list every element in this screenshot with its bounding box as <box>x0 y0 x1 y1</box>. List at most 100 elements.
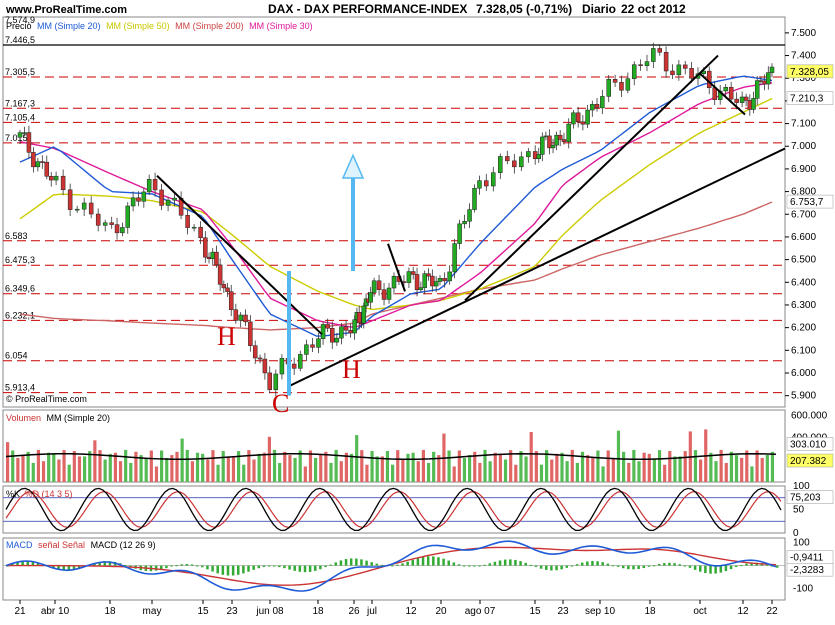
x-tick-label: 26 <box>348 606 360 617</box>
macd-histogram-bar <box>211 565 214 572</box>
volume-bar <box>52 453 56 482</box>
macd-histogram-bar <box>509 559 512 566</box>
x-tick-label: jun 08 <box>255 606 284 617</box>
volume-bar <box>303 466 307 482</box>
candle-body <box>550 144 556 149</box>
macd-histogram-bar <box>421 556 425 566</box>
macd-histogram-bar <box>596 561 599 566</box>
volume-bar <box>447 450 451 482</box>
volume-bar <box>555 453 559 482</box>
macd-histogram-bar <box>539 565 543 569</box>
candle-body <box>356 312 362 324</box>
macd-histogram-bar <box>257 565 261 569</box>
candle-body <box>225 287 230 292</box>
volume-bar <box>144 457 148 482</box>
volume-bar <box>560 452 564 482</box>
x-tick-label: 21 <box>14 606 26 617</box>
stoch-badge: 75,203 <box>790 493 821 504</box>
volume-bar <box>262 452 266 482</box>
volume-bar <box>180 438 184 482</box>
volume-bar <box>575 462 579 482</box>
volume-bar <box>314 457 318 482</box>
candle-body <box>291 363 297 369</box>
candle-body <box>238 314 243 321</box>
macd-histogram-bar <box>283 565 286 569</box>
trendline-may-jun <box>156 175 323 336</box>
volume-bar <box>437 455 441 482</box>
macd-histogram-bar <box>416 558 420 566</box>
macd-histogram-bar <box>231 565 235 576</box>
candle-body <box>606 79 611 97</box>
macd-histogram-bar <box>493 561 497 566</box>
candle-body <box>330 327 335 343</box>
candle-body <box>676 64 682 76</box>
price-tick-label: 6.500 <box>791 255 816 266</box>
candle-body <box>433 281 439 287</box>
volume-bar <box>221 451 225 482</box>
stoch-d-line <box>5 491 782 529</box>
volume-bar <box>539 464 544 482</box>
macd-histogram-bar <box>77 565 81 569</box>
volume-bar <box>324 451 328 482</box>
candle-body <box>766 72 771 85</box>
macd-histogram-bar <box>447 560 450 566</box>
macd-badge-1: -0,9411 <box>790 553 824 564</box>
volume-bar <box>493 452 497 482</box>
macd-tick-label: -100 <box>793 584 813 595</box>
price-tick-label: 7.500 <box>791 28 816 39</box>
candle-body <box>505 156 510 162</box>
candle-body <box>214 251 219 266</box>
volume-bar <box>365 464 369 482</box>
volume-bar <box>416 461 420 482</box>
candle-body <box>682 64 688 69</box>
volume-bar <box>606 450 610 482</box>
candle-body <box>376 280 382 290</box>
candle-body <box>414 274 420 291</box>
volume-bar <box>657 450 662 482</box>
macd-badge-0: -2,3283 <box>790 565 824 576</box>
candle-body <box>625 78 631 91</box>
candle-body <box>437 278 443 282</box>
volume-bar <box>67 464 71 482</box>
macd-histogram-bar <box>545 565 548 570</box>
price-tick-label: 6.000 <box>791 368 816 379</box>
volume-bar <box>550 459 554 482</box>
macd-histogram-bar <box>776 565 779 568</box>
macd-histogram-bar <box>637 565 640 569</box>
volume-bar <box>57 459 61 482</box>
volume-bar <box>545 450 549 482</box>
candle-body <box>612 79 618 83</box>
candle-body <box>74 208 80 211</box>
volume-bar <box>41 461 46 482</box>
candle-body <box>391 275 397 289</box>
candle-body <box>585 109 590 125</box>
volume-bar <box>462 457 467 482</box>
legend-sma30: MM (Simple 30) <box>249 21 313 31</box>
macd-histogram-bar <box>298 565 302 572</box>
macd-histogram-bar <box>303 565 307 573</box>
macd-histogram-bar <box>678 564 681 566</box>
macd-histogram-bar <box>391 565 394 567</box>
macd-histogram-bar <box>406 561 409 566</box>
price-tick-label: 6.900 <box>791 164 816 175</box>
candle-body <box>130 197 136 207</box>
candle-body <box>316 338 321 348</box>
legend-sma200: MM (Simple 200) <box>175 21 244 31</box>
candle-body <box>221 284 227 289</box>
macd-histogram-bar <box>560 565 563 570</box>
candle-body <box>386 287 392 300</box>
candle-body <box>262 358 268 374</box>
x-tick-label: 12 <box>737 606 749 617</box>
candle-body <box>334 337 340 343</box>
candle-body <box>31 152 36 168</box>
macd-histogram-bar <box>442 558 445 566</box>
macd-histogram-bar <box>329 564 332 566</box>
candle-body <box>594 104 600 109</box>
macd-histogram-bar <box>622 565 625 569</box>
macd-histogram-bar <box>314 565 317 571</box>
candle-body <box>670 70 675 76</box>
volume-bar <box>211 450 215 482</box>
volume-bar <box>396 450 400 482</box>
candle-body <box>758 80 764 82</box>
